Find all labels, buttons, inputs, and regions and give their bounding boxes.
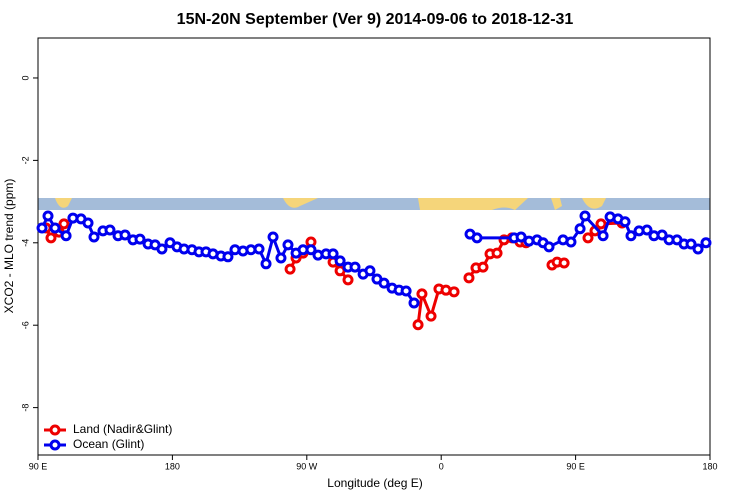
y-tick-label: -8 (20, 404, 30, 412)
x-tick-label: 90 E (566, 461, 585, 471)
x-tick-label: 0 (439, 461, 444, 471)
point (364, 265, 376, 277)
point (267, 231, 279, 243)
point (222, 251, 234, 263)
point (463, 272, 475, 284)
point (595, 218, 607, 230)
x-tick-label: 180 (165, 461, 180, 471)
y-tick-label: -4 (20, 239, 30, 247)
point (45, 232, 57, 244)
point (88, 231, 100, 243)
point (692, 243, 704, 255)
point (641, 224, 653, 236)
point (656, 229, 668, 241)
point (253, 243, 265, 255)
point (60, 230, 72, 242)
point (412, 319, 424, 331)
legend-label: Land (Nadir&Glint) (73, 422, 172, 436)
point (408, 297, 420, 309)
point (282, 239, 294, 251)
point (425, 310, 437, 322)
point (565, 236, 577, 248)
point (582, 232, 594, 244)
point (58, 218, 70, 230)
point (619, 216, 631, 228)
point (477, 261, 489, 273)
x-axis-label: Longitude (deg E) (327, 476, 422, 490)
point (597, 230, 609, 242)
point (260, 258, 272, 270)
y-axis-label: XCO2 - MLO trend (ppm) (2, 179, 16, 314)
point (104, 224, 116, 236)
point (685, 238, 697, 250)
point (49, 222, 61, 234)
map-strip (38, 198, 710, 210)
point (625, 230, 637, 242)
point (327, 248, 339, 260)
point (574, 223, 586, 235)
point (378, 277, 390, 289)
y-tick-label: 0 (20, 75, 30, 80)
legend-label: Ocean (Glint) (73, 437, 144, 451)
point (42, 210, 54, 222)
x-tick-label: 90 W (296, 461, 318, 471)
x-tick-label: 180 (702, 461, 717, 471)
point (700, 237, 712, 249)
point (275, 252, 287, 264)
point (543, 241, 555, 253)
point (82, 217, 94, 229)
legend-marker (49, 439, 61, 451)
point (400, 285, 412, 297)
y-tick-label: -6 (20, 321, 30, 329)
x-tick-label: 90 E (29, 461, 48, 471)
point (491, 247, 503, 259)
land-strip (55, 198, 606, 210)
point (349, 261, 361, 273)
point (156, 243, 168, 255)
point (284, 263, 296, 275)
plot-box (37, 37, 711, 456)
point (416, 288, 428, 300)
point (579, 210, 591, 222)
point (134, 233, 146, 245)
point (36, 222, 48, 234)
point (558, 257, 570, 269)
ocean-strip (38, 198, 710, 210)
chart-title: 15N-20N September (Ver 9) 2014-09-06 to … (177, 11, 574, 28)
legend-marker (49, 424, 61, 436)
y-tick-label: -2 (20, 156, 30, 164)
point (448, 286, 460, 298)
point (119, 229, 131, 241)
point (471, 232, 483, 244)
point (342, 274, 354, 286)
point (515, 231, 527, 243)
point (334, 255, 346, 267)
point (305, 244, 317, 256)
